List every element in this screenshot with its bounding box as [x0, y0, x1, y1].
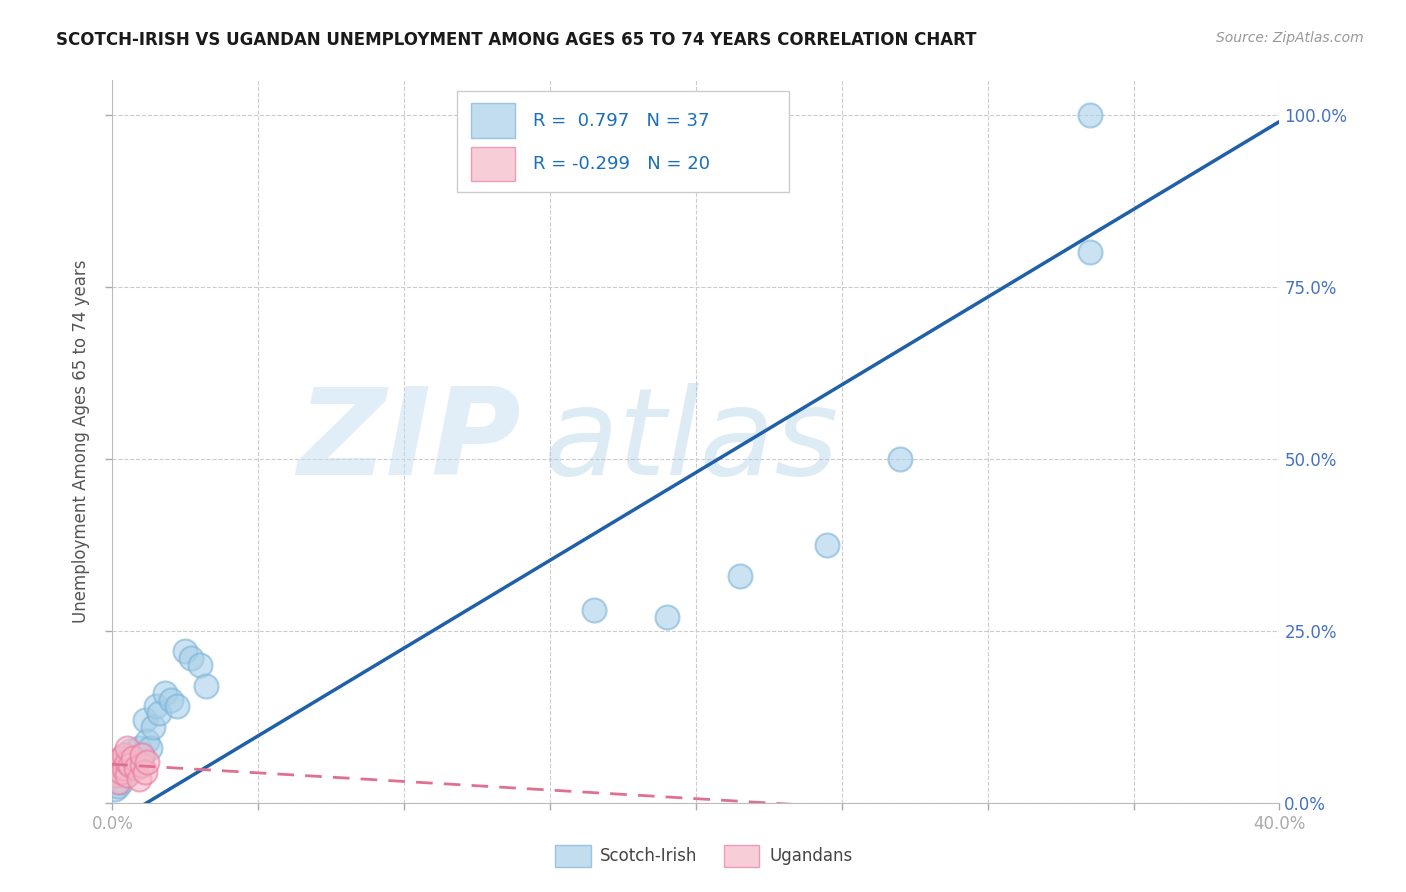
Point	[131, 747, 153, 762]
Y-axis label: Unemployment Among Ages 65 to 74 years: Unemployment Among Ages 65 to 74 years	[72, 260, 90, 624]
Point	[115, 755, 138, 769]
Point	[142, 720, 165, 734]
Point	[136, 734, 159, 748]
Point	[122, 751, 145, 765]
Point	[582, 603, 605, 617]
Point	[131, 747, 153, 762]
Point	[125, 761, 148, 775]
Point	[174, 644, 197, 658]
Point	[104, 768, 127, 782]
Point	[110, 775, 132, 789]
Point	[134, 764, 156, 779]
Text: SCOTCH-IRISH VS UGANDAN UNEMPLOYMENT AMONG AGES 65 TO 74 YEARS CORRELATION CHART: SCOTCH-IRISH VS UGANDAN UNEMPLOYMENT AMO…	[56, 31, 977, 49]
Point	[136, 755, 159, 769]
Point	[1078, 245, 1101, 260]
Text: Source: ZipAtlas.com: Source: ZipAtlas.com	[1216, 31, 1364, 45]
Point	[107, 758, 129, 772]
Point	[118, 744, 141, 758]
Point	[112, 764, 135, 779]
Point	[110, 764, 132, 779]
Point	[115, 768, 138, 782]
Point	[131, 758, 153, 772]
Point	[115, 740, 138, 755]
Text: Ugandans: Ugandans	[769, 847, 852, 865]
Point	[166, 699, 188, 714]
Point	[148, 706, 170, 721]
Point	[128, 740, 150, 755]
Point	[134, 713, 156, 727]
Point	[139, 740, 162, 755]
Point	[1078, 108, 1101, 122]
Bar	[471, 103, 515, 138]
Point	[889, 451, 911, 466]
Text: Scotch-Irish: Scotch-Irish	[600, 847, 697, 865]
Point	[115, 751, 138, 765]
Point	[145, 699, 167, 714]
Point	[112, 761, 135, 775]
Point	[107, 775, 129, 789]
Point	[110, 751, 132, 765]
Point	[815, 538, 838, 552]
Point	[180, 651, 202, 665]
Point	[160, 692, 183, 706]
Bar	[471, 147, 515, 181]
Point	[153, 686, 176, 700]
Point	[394, 816, 416, 830]
Text: ZIP: ZIP	[297, 383, 520, 500]
Point	[104, 755, 127, 769]
Point	[107, 761, 129, 775]
Point	[188, 658, 211, 673]
Point	[122, 751, 145, 765]
Point	[112, 747, 135, 762]
FancyBboxPatch shape	[457, 91, 789, 193]
Point	[115, 768, 138, 782]
Point	[118, 758, 141, 772]
Point	[112, 755, 135, 769]
Point	[110, 758, 132, 772]
Point	[125, 755, 148, 769]
Point	[104, 782, 127, 797]
Text: R =  0.797   N = 37: R = 0.797 N = 37	[533, 112, 709, 129]
Point	[104, 768, 127, 782]
Point	[118, 758, 141, 772]
Text: atlas: atlas	[544, 383, 839, 500]
Point	[194, 679, 217, 693]
Point	[728, 568, 751, 582]
Point	[107, 779, 129, 793]
Point	[655, 610, 678, 624]
Text: R = -0.299   N = 20: R = -0.299 N = 20	[533, 155, 710, 173]
Point	[128, 772, 150, 786]
